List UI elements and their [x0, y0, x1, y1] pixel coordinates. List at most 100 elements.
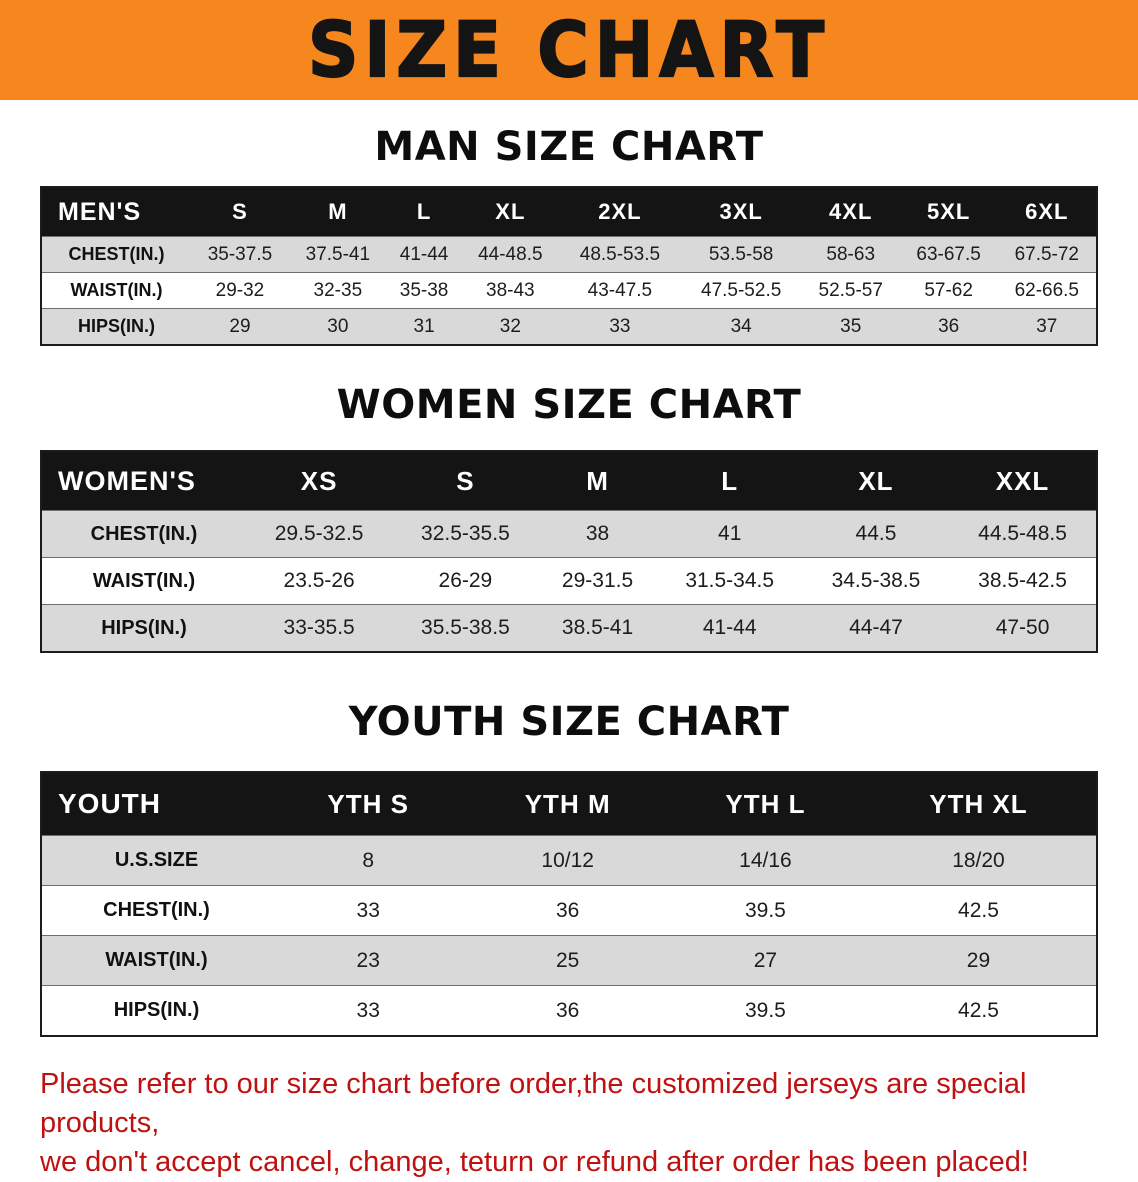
value-cell: 41-44	[386, 236, 462, 273]
value-cell: 38	[538, 510, 657, 558]
value-cell: 36	[899, 308, 998, 345]
men-section-heading: MAN SIZE CHART	[374, 124, 764, 170]
row-label-cell: WAIST(IN.)	[41, 557, 246, 605]
value-cell: 48.5-53.5	[559, 236, 681, 273]
table-row: WAIST(IN.) 23.5-26 26-29 29-31.5 31.5-34.5 34…	[41, 557, 1097, 605]
table-title-cell: YOUTH	[41, 772, 271, 836]
value-cell: 33	[559, 308, 681, 345]
value-cell: 18/20	[860, 835, 1097, 886]
size-header-cell: XL	[461, 187, 560, 237]
value-cell: 10/12	[465, 835, 670, 886]
value-cell: 33	[271, 985, 466, 1036]
value-cell: 47-50	[949, 604, 1097, 652]
row-label-cell: CHEST(IN.)	[41, 510, 246, 558]
table-row: U.S.SIZE 8 10/12 14/16 18/20	[41, 835, 1097, 886]
table-row: HIPS(IN.) 33-35.5 35.5-38.5 38.5-41 41-44 44-…	[41, 604, 1097, 652]
row-label-cell: WAIST(IN.)	[41, 272, 191, 309]
size-header-cell: 2XL	[559, 187, 681, 237]
value-cell: 44.5-48.5	[949, 510, 1097, 558]
value-cell: 41-44	[656, 604, 803, 652]
size-header-cell: XXL	[949, 451, 1097, 511]
value-cell: 23.5-26	[246, 557, 393, 605]
women-section-heading: WOMEN SIZE CHART	[336, 382, 802, 428]
table-row: CHEST(IN.) 29.5-32.5 32.5-35.5 38 41 44.5 44.5…	[41, 510, 1097, 558]
value-cell: 35-38	[386, 272, 462, 309]
women-size-section: WOMEN SIZE CHART WOMEN'S XS S M L XL XXL CHEST(…	[0, 382, 1138, 653]
value-cell: 29	[860, 935, 1097, 986]
value-cell: 34.5-38.5	[802, 557, 950, 605]
size-header-cell: YTH XL	[860, 772, 1097, 836]
youth-size-section: YOUTH SIZE CHART YOUTH YTH S YTH M YTH L YTH…	[0, 699, 1138, 1037]
value-cell: 29-31.5	[538, 557, 657, 605]
value-cell: 27	[669, 935, 861, 986]
size-header-cell: YTH L	[669, 772, 861, 836]
size-header-cell: L	[386, 187, 462, 237]
value-cell: 32	[461, 308, 560, 345]
disclaimer-line-1: Please refer to our size chart before or…	[40, 1068, 1027, 1140]
size-header-cell: 4XL	[801, 187, 900, 237]
value-cell: 32.5-35.5	[392, 510, 539, 558]
size-header-cell: YTH S	[271, 772, 466, 836]
value-cell: 39.5	[669, 985, 861, 1036]
value-cell: 35	[801, 308, 900, 345]
value-cell: 42.5	[860, 885, 1097, 936]
value-cell: 35-37.5	[191, 236, 289, 273]
value-cell: 33	[271, 885, 466, 936]
table-row: WAIST(IN.) 29-32 32-35 35-38 38-43 43-47.5 47.…	[41, 272, 1097, 309]
size-header-cell: YTH M	[465, 772, 670, 836]
size-table: WOMEN'S XS S M L XL XXL CHEST(IN.) 29.5-32.5 32.5…	[40, 450, 1098, 653]
size-header-cell: 5XL	[899, 187, 998, 237]
value-cell: 29	[191, 308, 289, 345]
row-label-cell: WAIST(IN.)	[41, 935, 271, 986]
value-cell: 38.5-42.5	[949, 557, 1097, 605]
table-header-row: YOUTH YTH S YTH M YTH L YTH XL	[41, 772, 1097, 836]
size-header-cell: S	[191, 187, 289, 237]
youth-size-table-container: YOUTH YTH S YTH M YTH L YTH XL U.S.SIZE 8 10/12…	[40, 771, 1098, 1037]
size-header-cell: M	[288, 187, 387, 237]
value-cell: 37	[997, 308, 1097, 345]
value-cell: 62-66.5	[997, 272, 1097, 309]
row-label-cell: CHEST(IN.)	[41, 885, 271, 936]
table-row: HIPS(IN.) 33 36 39.5 42.5	[41, 985, 1097, 1036]
value-cell: 33-35.5	[246, 604, 393, 652]
value-cell: 63-67.5	[899, 236, 998, 273]
women-size-table-container: WOMEN'S XS S M L XL XXL CHEST(IN.) 29.5-32.5 32.5…	[40, 450, 1098, 653]
table-row: CHEST(IN.) 35-37.5 37.5-41 41-44 44-48.5 48.5…	[41, 236, 1097, 273]
value-cell: 26-29	[392, 557, 539, 605]
table-header-row: MEN'S S M L XL 2XL 3XL 4XL 5XL 6XL	[41, 187, 1097, 237]
value-cell: 39.5	[669, 885, 861, 936]
value-cell: 31	[386, 308, 462, 345]
value-cell: 44-48.5	[461, 236, 560, 273]
row-label-cell: HIPS(IN.)	[41, 308, 191, 345]
disclaimer-note: Please refer to our size chart before or…	[40, 1065, 1098, 1182]
value-cell: 31.5-34.5	[656, 557, 803, 605]
value-cell: 30	[288, 308, 387, 345]
size-header-cell: 6XL	[997, 187, 1097, 237]
value-cell: 29-32	[191, 272, 289, 309]
value-cell: 36	[465, 885, 670, 936]
row-label-cell: HIPS(IN.)	[41, 604, 246, 652]
men-size-section: MAN SIZE CHART MEN'S S M L XL 2XL 3XL 4XL 5XL 6XL…	[0, 124, 1138, 346]
value-cell: 52.5-57	[801, 272, 900, 309]
value-cell: 29.5-32.5	[246, 510, 393, 558]
table-header-row: WOMEN'S XS S M L XL XXL	[41, 451, 1097, 511]
size-header-cell: S	[392, 451, 539, 511]
value-cell: 47.5-52.5	[680, 272, 802, 309]
value-cell: 25	[465, 935, 670, 986]
table-title-cell: WOMEN'S	[41, 451, 246, 511]
value-cell: 58-63	[801, 236, 900, 273]
row-label-cell: HIPS(IN.)	[41, 985, 271, 1036]
value-cell: 43-47.5	[559, 272, 681, 309]
value-cell: 41	[656, 510, 803, 558]
value-cell: 35.5-38.5	[392, 604, 539, 652]
table-title-cell: MEN'S	[41, 187, 191, 237]
value-cell: 57-62	[899, 272, 998, 309]
youth-section-heading: YOUTH SIZE CHART	[348, 699, 790, 745]
value-cell: 67.5-72	[997, 236, 1097, 273]
disclaimer-line-2: we don't accept cancel, change, teturn o…	[40, 1146, 1029, 1179]
value-cell: 37.5-41	[288, 236, 387, 273]
value-cell: 38.5-41	[538, 604, 657, 652]
size-header-cell: L	[656, 451, 803, 511]
value-cell: 38-43	[461, 272, 560, 309]
value-cell: 8	[271, 835, 466, 886]
